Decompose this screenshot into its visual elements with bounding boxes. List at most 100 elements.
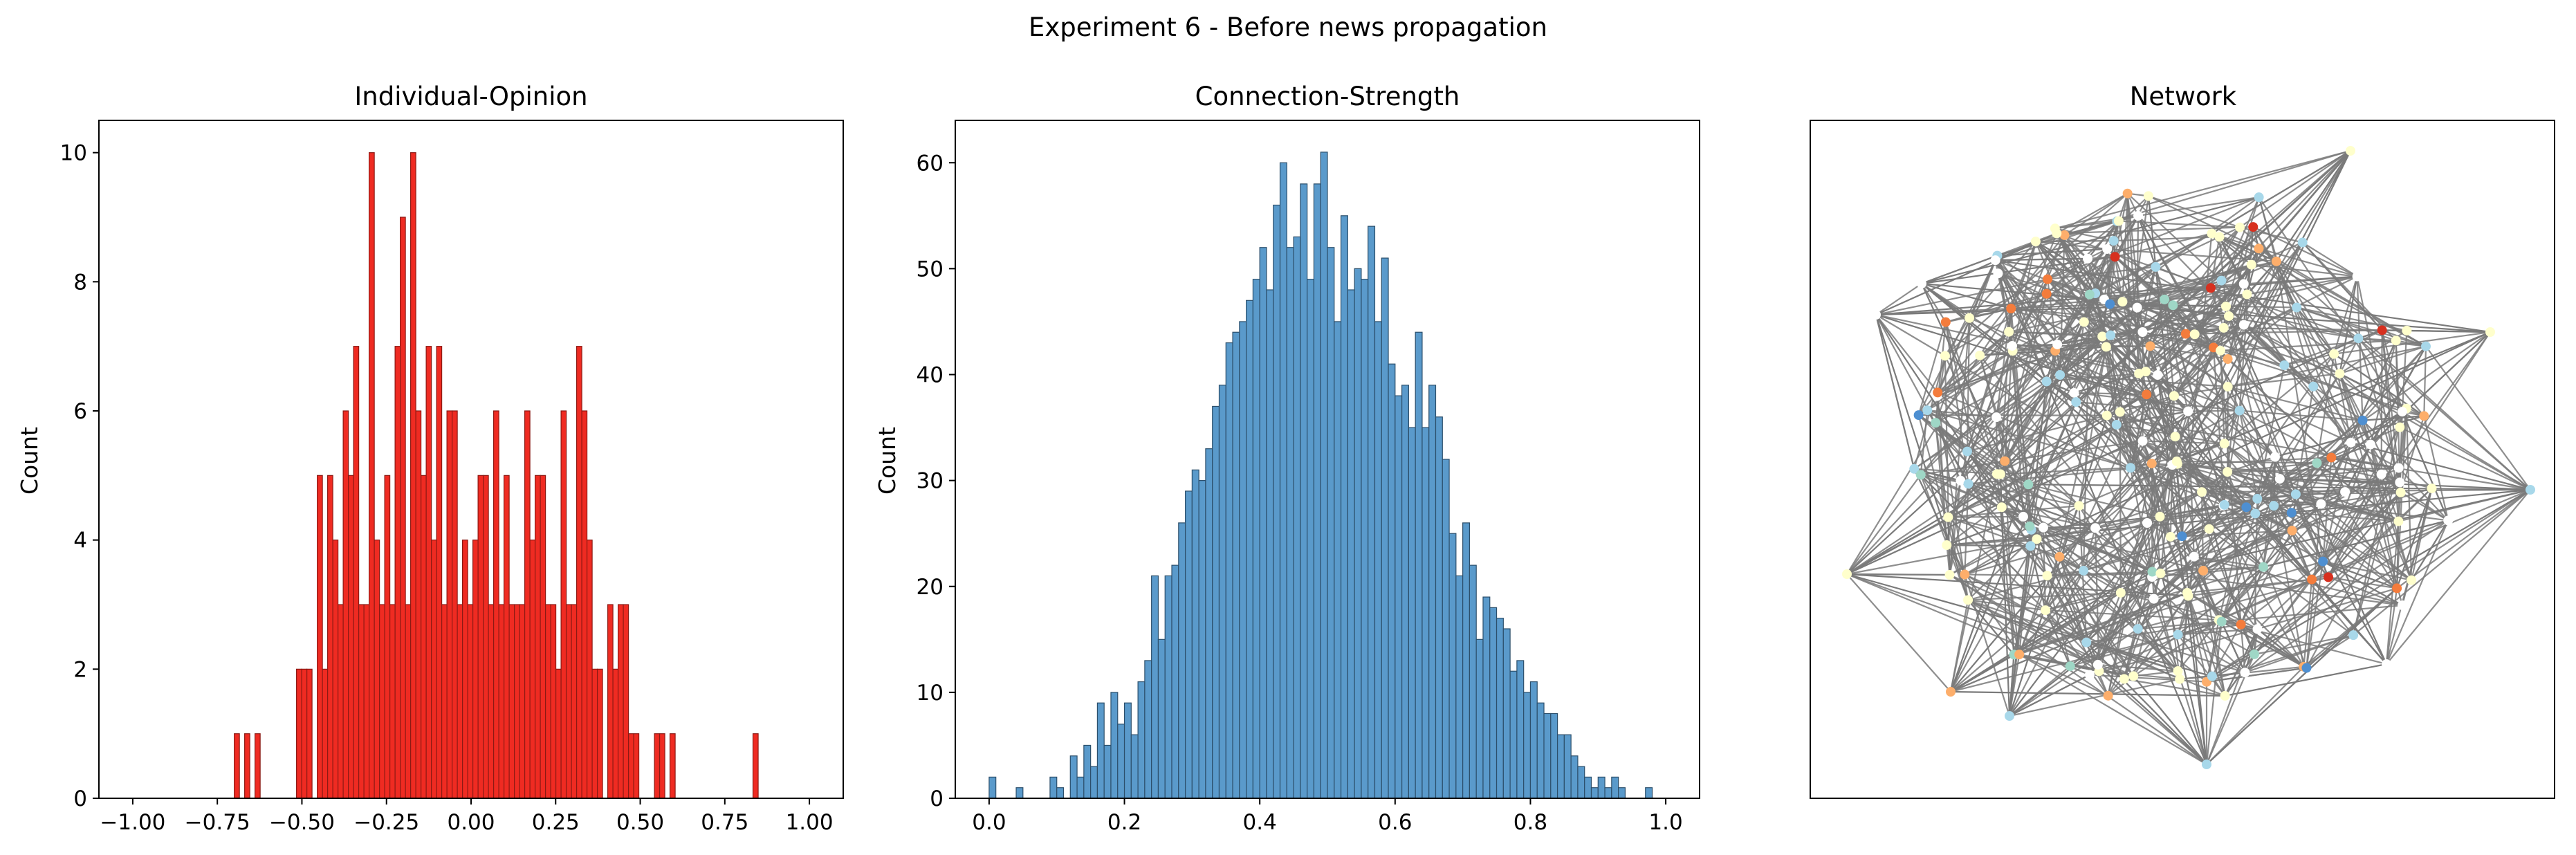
network-edge [1949, 600, 1969, 692]
network-edge [2291, 530, 2329, 578]
histogram-bar [1137, 681, 1146, 799]
network-node [2292, 302, 2302, 313]
network-node [1909, 463, 1920, 474]
network-node [2279, 360, 2290, 371]
network-edge [2089, 628, 2258, 676]
network-edge [2088, 516, 2161, 676]
network-edge [2133, 619, 2220, 677]
network-node [2097, 331, 2108, 342]
network-edge [2116, 410, 2189, 426]
network-edge [2173, 395, 2229, 472]
y-tick-label: 10 [60, 141, 87, 166]
network-edge [2107, 675, 2134, 697]
histogram-bar [1218, 385, 1226, 799]
network-edge [2295, 493, 2412, 581]
network-edge [1944, 355, 2131, 469]
network-edge [2223, 410, 2241, 506]
network-edge [2243, 324, 2531, 490]
network-node [2007, 340, 2017, 351]
y-tick-label: 0 [930, 787, 944, 811]
network-edge [2303, 587, 2398, 668]
histogram-bar [1448, 533, 1457, 799]
network-edge [1950, 528, 2210, 692]
network-edge [2115, 232, 2212, 258]
opinion-axis-ticks: −1.00 −0.75 −0.50 −0.25 0.00 0.25 0.50 0.75 1.00… [60, 141, 834, 835]
network-node [2183, 406, 2193, 416]
histogram-bar [1577, 766, 1585, 799]
network-edge [2028, 484, 2531, 491]
x-tick-label: 0.8 [1514, 810, 1547, 835]
network-edge [1937, 255, 1998, 393]
histogram-bar [1469, 564, 1477, 799]
network-node [2258, 562, 2269, 572]
network-edge [1935, 335, 2103, 424]
network-node [2318, 556, 2328, 567]
network-edge [2046, 380, 2074, 394]
network-node [2297, 237, 2308, 248]
network-edge [2087, 220, 2119, 259]
histogram-bar [493, 410, 499, 799]
network-node [1963, 479, 1974, 489]
histogram-bar [1184, 490, 1193, 799]
histogram-bar [1523, 692, 1531, 799]
network-node [2050, 223, 2060, 234]
histogram-bar [633, 733, 640, 799]
network-edge [2014, 591, 2188, 656]
network-edge [2064, 220, 2117, 236]
network-node [1962, 446, 1972, 457]
network-edge [2107, 248, 2276, 262]
histogram-bar [1563, 734, 1572, 799]
network-node [2041, 605, 2051, 616]
network-node [2223, 467, 2233, 477]
network-node [2207, 671, 2217, 681]
histogram-bar [369, 152, 375, 799]
network-node [2393, 463, 2404, 473]
network-node [2122, 188, 2133, 199]
network-node [2382, 659, 2391, 669]
network-edge [2160, 457, 2332, 574]
network-node [2117, 297, 2128, 307]
network-node [2151, 261, 2161, 272]
histogram-bar [1252, 279, 1260, 799]
histogram-bar [586, 540, 593, 799]
histogram-bar [436, 346, 443, 799]
x-tick-label: −0.50 [269, 810, 335, 835]
histogram-bar [1388, 363, 1396, 799]
histogram-bar [576, 346, 582, 799]
network-edge [2273, 505, 2324, 562]
network-edge [2120, 591, 2258, 630]
network-node [2248, 222, 2258, 232]
network-node [2207, 228, 2217, 239]
histogram-bar [1381, 257, 1389, 799]
network-node [2216, 345, 2226, 356]
network-node [2197, 487, 2207, 497]
network-edge [1918, 321, 2085, 416]
histogram-bar [384, 475, 391, 799]
network-node [2055, 370, 2066, 380]
network-edge [2339, 338, 2359, 374]
network-edge [1875, 314, 1939, 394]
network-edge [2333, 276, 2358, 355]
network-edge [2059, 555, 2122, 594]
x-tick-label: −0.75 [185, 810, 250, 835]
histogram-bar [1191, 469, 1199, 799]
network-edge [2241, 623, 2308, 669]
network-edge [2211, 489, 2531, 677]
network-edge [2188, 410, 2240, 412]
network-node [2290, 489, 2301, 499]
histogram-bar [1239, 321, 1247, 799]
histogram-bar [306, 668, 313, 799]
network-edge [2012, 266, 2156, 352]
network-node [2407, 575, 2417, 585]
network-node [2177, 531, 2187, 542]
network-node [1946, 687, 1956, 697]
x-tick-label: 0.75 [701, 810, 748, 835]
network-node [2346, 146, 2355, 156]
histogram-bar [1178, 522, 1186, 799]
network-node [2137, 327, 2148, 337]
network-node [2241, 502, 2252, 513]
histogram-bar [244, 733, 250, 799]
network-edge [2130, 395, 2175, 468]
network-edge [2223, 443, 2398, 589]
network-edge [2148, 195, 2241, 228]
